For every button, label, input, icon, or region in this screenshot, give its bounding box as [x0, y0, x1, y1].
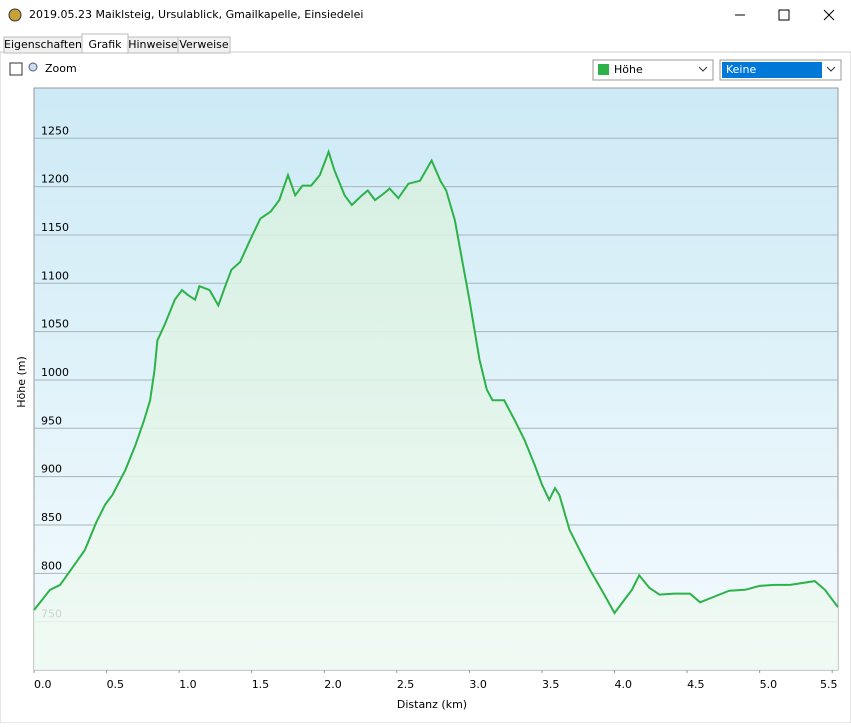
- y-tick-label: 1150: [41, 221, 69, 234]
- color-swatch: [598, 64, 609, 75]
- line: [33, 148, 839, 615]
- zoom-checkbox[interactable]: [9, 62, 23, 76]
- x-tick-label: 2.5: [397, 678, 415, 691]
- y-axis-label: Höhe (m): [15, 356, 28, 408]
- zoom-label[interactable]: Zoom: [45, 62, 77, 75]
- x-tick-label: 5.5: [820, 678, 838, 691]
- tab-label: Grafik: [88, 38, 122, 51]
- tab-label: Verweise: [179, 38, 229, 51]
- y-tick-label: 800: [41, 559, 62, 572]
- dropdown-arrow: [698, 66, 708, 72]
- tab[interactable]: [177, 36, 231, 54]
- dropdown-quantity[interactable]: [592, 59, 714, 81]
- x-tick-label: 1.0: [179, 678, 197, 691]
- dropdown-arrow: [826, 66, 836, 72]
- y-tick-label: 1100: [41, 269, 69, 282]
- x-tick-label: 4.0: [615, 678, 633, 691]
- tab-label: Hinweise: [128, 38, 178, 51]
- area: [34, 151, 838, 671]
- y-tick-label: 900: [41, 463, 62, 476]
- x-tick-label: 3.5: [542, 678, 560, 691]
- y-tick-label: 1050: [41, 318, 69, 331]
- x-tick-label: 0.5: [107, 678, 125, 691]
- y-tick-label: 950: [41, 414, 62, 427]
- maximize-button[interactable]: [778, 9, 790, 21]
- x-tick-label: 0.0: [34, 678, 52, 691]
- zoom-icon: [28, 62, 38, 72]
- tab-label: Eigenschaften: [4, 38, 82, 51]
- y-tick-label: 1200: [41, 173, 69, 186]
- x-tick-label: 1.5: [252, 678, 269, 691]
- y-tick-label: 1000: [41, 366, 69, 379]
- dropdown-second-text: Keine: [726, 63, 756, 76]
- x-tick-label: 2.0: [324, 678, 342, 691]
- x-tick-label: 5.0: [760, 678, 778, 691]
- x-tick-label: 3.0: [469, 678, 487, 691]
- dropdown-quantity-text: Höhe: [614, 63, 643, 76]
- close-button[interactable]: [823, 9, 835, 21]
- y-tick-label: 850: [41, 511, 62, 524]
- x-tick-label: 4.5: [687, 678, 705, 691]
- y-tick-label: 1250: [41, 124, 69, 137]
- selection-highlight: [722, 62, 822, 78]
- window-title: 2019.05.23 Maiklsteig, Ursulablick, Gmai…: [29, 8, 363, 21]
- app-icon: [8, 8, 22, 22]
- x-axis-label: Distanz (km): [397, 698, 467, 711]
